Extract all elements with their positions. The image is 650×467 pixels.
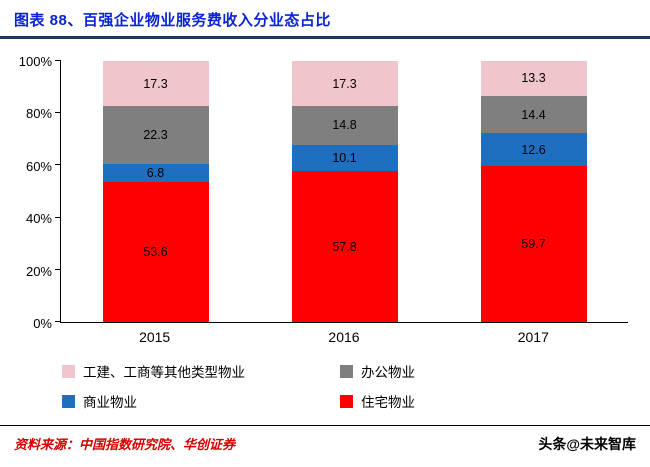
legend-swatch-icon <box>62 364 75 378</box>
legend: 工建、工商等其他类型物业 办公物业商业物业 住宅物业 <box>62 361 650 411</box>
y-tick-mark <box>55 60 61 61</box>
footer: 资料来源：中国指数研究院、华创证券 头条@未来智库 <box>0 425 650 454</box>
bar-segment-工建、工商等其他类型物业: 17.3 <box>291 61 398 107</box>
segment-data-label: 53.6 <box>143 245 168 260</box>
y-tick-mark <box>55 268 61 270</box>
legend-swatch-icon <box>340 394 353 408</box>
bar-segment-办公物业: 14.8 <box>291 106 398 145</box>
legend-item: 住宅物业 <box>340 391 570 411</box>
bar-segment-办公物业: 22.3 <box>102 106 209 165</box>
y-tick-mark <box>55 164 61 166</box>
segment-data-label: 22.3 <box>143 128 168 143</box>
segment-data-label: 17.3 <box>332 76 357 91</box>
segment-data-label: 6.8 <box>146 166 165 181</box>
bar-segment-住宅物业: 53.6 <box>102 182 209 322</box>
plot-area: 53.6 6.8 22.3 17.3 57.8 10.1 14.8 17.3 59.7 12.6 1… <box>55 60 628 323</box>
x-axis-label-2016: 2016 <box>328 329 360 345</box>
legend-label: 住宅物业 <box>361 395 415 410</box>
segment-data-label: 17.3 <box>143 76 168 91</box>
bar-segment-工建、工商等其他类型物业: 13.3 <box>480 61 587 96</box>
legend-label: 商业物业 <box>83 395 137 410</box>
legend-item: 办公物业 <box>340 361 570 381</box>
x-axis: 2015 2016 2017 <box>60 329 628 345</box>
title-underline <box>0 36 650 39</box>
y-axis-label: 0% <box>33 316 52 331</box>
segment-data-label: 57.8 <box>332 239 357 254</box>
chart-area: 0% 20% 40% 60% 80% 100% 53.6 6.8 22.3 17.3 57.8 10… <box>10 54 628 331</box>
segment-data-label: 14.4 <box>521 107 546 122</box>
stacked-bar-2016: 57.8 10.1 14.8 17.3 <box>291 61 398 322</box>
y-tick-mark <box>55 112 61 114</box>
segment-data-label: 12.6 <box>521 142 546 157</box>
bar-segment-商业物业: 12.6 <box>480 133 587 167</box>
stacked-bar-chart: 0% 20% 40% 60% 80% 100% 53.6 6.8 22.3 17.3 57.8 10… <box>0 54 650 345</box>
x-axis-label-2015: 2015 <box>139 329 171 345</box>
y-tick-mark <box>55 216 61 218</box>
segment-data-label: 10.1 <box>332 150 357 165</box>
legend-item: 工建、工商等其他类型物业 <box>62 361 340 381</box>
bar-segment-商业物业: 6.8 <box>102 164 209 183</box>
legend-swatch-icon <box>62 394 75 408</box>
y-axis-label: 60% <box>25 158 52 174</box>
stacked-bar-2015: 53.6 6.8 22.3 17.3 <box>102 61 209 322</box>
stacked-bar-2017: 59.7 12.6 14.4 13.3 <box>480 61 587 322</box>
legend-swatch-icon <box>340 364 353 378</box>
bar-segment-住宅物业: 59.7 <box>480 166 587 322</box>
legend-item: 商业物业 <box>62 391 340 411</box>
y-axis: 0% 20% 40% 60% 80% 100% <box>10 54 60 331</box>
bar-segment-办公物业: 14.4 <box>480 95 587 134</box>
y-axis-label: 40% <box>25 211 52 227</box>
y-tick-mark <box>55 321 61 322</box>
x-axis-label-2017: 2017 <box>517 329 549 345</box>
segment-data-label: 13.3 <box>521 71 546 86</box>
chart-title: 图表 88、百强企业物业服务费收入分业态占比 <box>14 12 331 29</box>
source-note: 资料来源：中国指数研究院、华创证券 <box>14 437 236 452</box>
segment-data-label: 59.7 <box>521 237 546 252</box>
y-axis-label: 80% <box>25 106 52 122</box>
y-axis-label: 100% <box>18 54 52 69</box>
legend-label: 办公物业 <box>361 365 415 380</box>
bar-segment-工建、工商等其他类型物业: 17.3 <box>102 61 209 107</box>
legend-label: 工建、工商等其他类型物业 <box>83 365 245 380</box>
y-axis-label: 20% <box>25 263 52 279</box>
bar-segment-住宅物业: 57.8 <box>291 171 398 322</box>
bar-segment-商业物业: 10.1 <box>291 144 398 172</box>
segment-data-label: 14.8 <box>332 118 357 133</box>
watermark-text: 头条@未来智库 <box>538 436 636 452</box>
